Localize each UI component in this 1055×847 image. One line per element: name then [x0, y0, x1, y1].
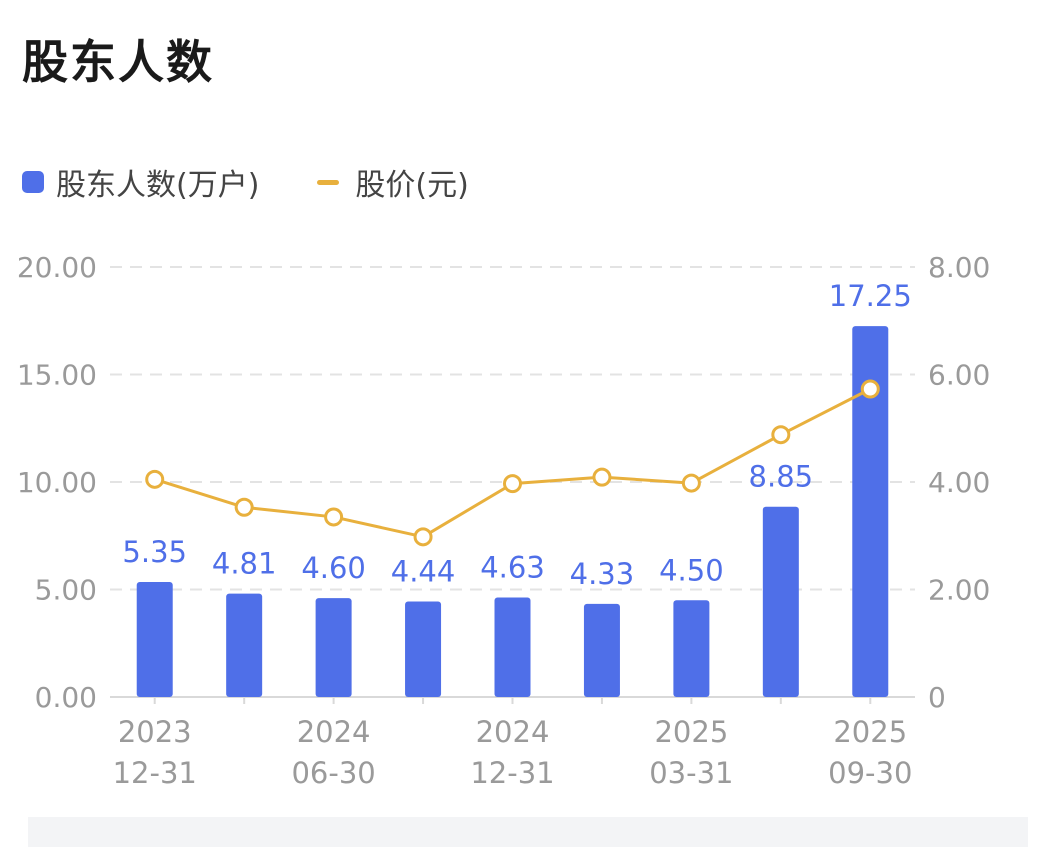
price-point	[413, 527, 433, 547]
legend-label-price: 股价(元)	[355, 168, 469, 203]
left-axis-tick-label: 15.00	[17, 359, 97, 392]
bar-value-label: 4.44	[391, 555, 456, 589]
x-tick-year: 2024	[297, 715, 371, 749]
bar-value-label: 17.25	[829, 279, 912, 313]
right-axis-tick-label: 8.00	[928, 251, 990, 284]
bar	[762, 506, 799, 697]
left-axis-tick-label: 0.00	[35, 681, 97, 714]
x-tick-date: 12-31	[470, 756, 554, 790]
bar	[136, 581, 173, 697]
left-axis-tick-label: 5.00	[35, 574, 97, 607]
bar	[494, 597, 531, 697]
right-axis-tick-label: 6.00	[928, 359, 990, 392]
price-point	[234, 497, 254, 517]
legend-label-shareholders: 股东人数(万户)	[56, 168, 260, 203]
price-point	[771, 425, 791, 445]
bar	[226, 593, 263, 697]
x-tick-year: 2023	[118, 715, 192, 749]
page-title: 股东人数	[22, 35, 214, 89]
chart-legend: 股东人数(万户) 股价(元)	[22, 160, 527, 204]
bar	[315, 598, 352, 697]
x-tick-year: 2024	[476, 715, 550, 749]
legend-line-swatch	[317, 179, 340, 185]
x-tick-year: 2025	[654, 715, 728, 749]
price-point	[145, 469, 165, 489]
bar-value-label: 5.35	[122, 535, 187, 569]
price-point	[324, 507, 344, 527]
price-point	[860, 379, 880, 399]
right-axis-tick-label: 4.00	[928, 466, 990, 499]
x-tick-date: 03-31	[649, 756, 733, 790]
right-axis-tick-label: 2.00	[928, 574, 990, 607]
price-point	[681, 473, 701, 493]
left-axis-tick-label: 20.00	[17, 251, 97, 284]
bar	[673, 600, 710, 697]
x-tick-date: 06-30	[291, 756, 375, 790]
x-tick-date: 12-31	[113, 756, 197, 790]
right-axis-tick-label: 0	[928, 681, 946, 714]
shareholder-chart: 0.00 5.00 10.00 15.00 20.00 0 2.00 4.00 6.00 8.00…	[17, 251, 991, 790]
bar-value-label: 4.60	[301, 551, 366, 585]
bar	[583, 603, 620, 697]
bar	[852, 326, 889, 697]
bar-value-label: 4.50	[659, 553, 724, 587]
x-tick-year: 2025	[833, 715, 907, 749]
x-tick-date: 09-30	[828, 756, 912, 790]
left-axis-tick-label: 10.00	[17, 466, 97, 499]
price-point	[503, 474, 522, 494]
legend-item-shareholders[interactable]: 股东人数(万户)	[22, 160, 259, 204]
legend-bar-swatch	[22, 171, 44, 193]
bar-value-label: 4.81	[212, 547, 277, 581]
bar-value-label: 8.85	[749, 460, 814, 494]
bar-value-label: 4.33	[570, 557, 635, 591]
bottom-panel-edge	[28, 817, 1028, 847]
bar	[405, 601, 442, 697]
price-point	[592, 467, 612, 487]
legend-item-price[interactable]: 股价(元)	[317, 160, 469, 204]
bar-value-label: 4.63	[480, 550, 545, 584]
